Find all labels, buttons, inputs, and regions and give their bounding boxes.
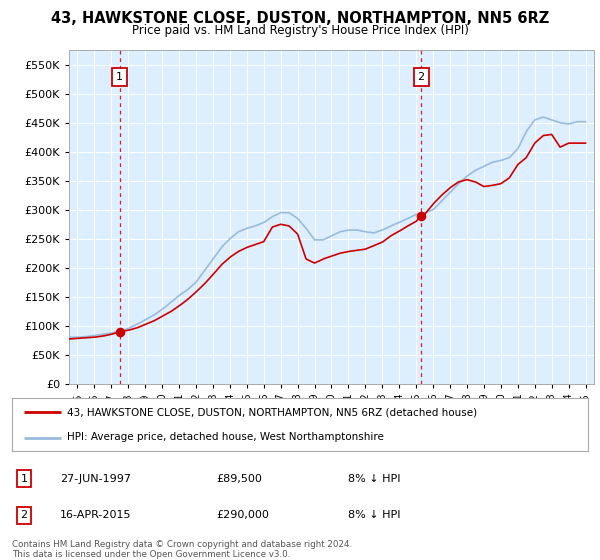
Text: HPI: Average price, detached house, West Northamptonshire: HPI: Average price, detached house, West… — [67, 432, 383, 442]
Point — [416, 211, 426, 220]
Point — [115, 327, 124, 336]
Text: 43, HAWKSTONE CLOSE, DUSTON, NORTHAMPTON, NN5 6RZ (detached house): 43, HAWKSTONE CLOSE, DUSTON, NORTHAMPTON… — [67, 408, 477, 418]
Text: Price paid vs. HM Land Registry's House Price Index (HPI): Price paid vs. HM Land Registry's House … — [131, 24, 469, 36]
Text: 1: 1 — [20, 474, 28, 484]
Text: 8% ↓ HPI: 8% ↓ HPI — [348, 510, 401, 520]
Text: 43, HAWKSTONE CLOSE, DUSTON, NORTHAMPTON, NN5 6RZ: 43, HAWKSTONE CLOSE, DUSTON, NORTHAMPTON… — [51, 11, 549, 26]
Text: 2: 2 — [20, 510, 28, 520]
Text: Contains HM Land Registry data © Crown copyright and database right 2024.
This d: Contains HM Land Registry data © Crown c… — [12, 540, 352, 559]
Text: 16-APR-2015: 16-APR-2015 — [60, 510, 131, 520]
Text: 8% ↓ HPI: 8% ↓ HPI — [348, 474, 401, 484]
Text: 1: 1 — [116, 72, 123, 82]
Text: £89,500: £89,500 — [216, 474, 262, 484]
Text: £290,000: £290,000 — [216, 510, 269, 520]
Text: 2: 2 — [418, 72, 425, 82]
Text: 27-JUN-1997: 27-JUN-1997 — [60, 474, 131, 484]
